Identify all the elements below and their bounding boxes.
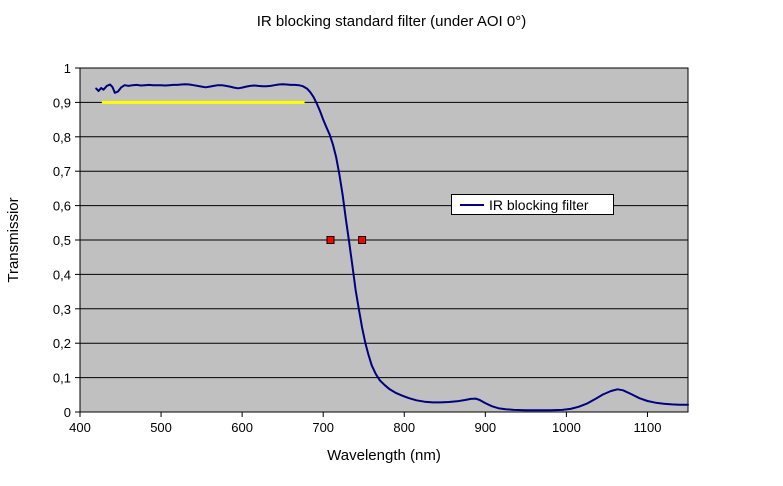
- x-tick-label: 1000: [552, 420, 581, 435]
- y-tick-label: 0: [64, 405, 71, 420]
- spec-marker: [358, 236, 367, 244]
- y-tick-label: 0,9: [53, 95, 71, 110]
- y-tick-label: 0,1: [53, 371, 71, 386]
- y-tick-label: 0,6: [53, 199, 71, 214]
- spec-marker: [326, 236, 335, 244]
- x-tick-label: 600: [231, 420, 253, 435]
- x-tick-label: 800: [393, 420, 415, 435]
- y-axis-title: Transmissior: [5, 197, 22, 283]
- legend-line-sample: [460, 203, 484, 206]
- y-tick-label: 1: [64, 61, 71, 76]
- x-axis-title: Wavelength (nm): [327, 447, 441, 464]
- x-tick-label: 1100: [633, 420, 661, 435]
- y-tick-label: 0,3: [53, 302, 71, 317]
- x-tick-label: 900: [474, 420, 496, 435]
- y-tick-label: 0,8: [53, 130, 71, 145]
- x-tick-label: 700: [312, 420, 334, 435]
- y-tick-label: 0,5: [53, 233, 71, 248]
- legend-label: IR blocking filter: [489, 196, 589, 213]
- chart-title: IR blocking standard filter (under AOI 0…: [256, 13, 527, 30]
- series-curve: [95, 83, 689, 412]
- y-tick-label: 0,7: [53, 164, 71, 179]
- y-tick-label: 0,2: [53, 336, 71, 351]
- y-tick-label: 0,4: [53, 267, 71, 282]
- x-tick-label: 400: [69, 420, 91, 435]
- legend: IR blocking filter: [451, 194, 614, 215]
- x-tick-label: 500: [150, 420, 172, 435]
